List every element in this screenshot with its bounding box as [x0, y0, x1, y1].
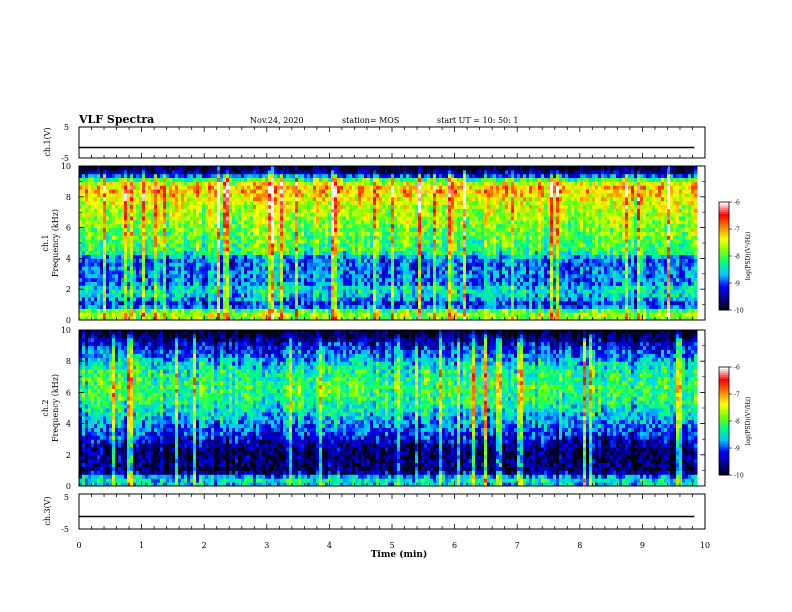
y-tick-label: 4 — [66, 254, 71, 263]
ch2-colorbar-label: log(PSD)(V²/Hz) — [745, 397, 752, 446]
ch1-spectrogram-image — [79, 166, 705, 321]
ch2-spectrogram-image — [79, 330, 705, 487]
y-tick-label: 6 — [66, 388, 71, 397]
colorbar-tick-label: -10 — [734, 473, 744, 480]
y-tick-label: 2 — [66, 451, 71, 460]
y-tick-label: 10 — [61, 326, 71, 335]
ch2-spectrogram-ylabel-freq: Frequency (kHz) — [51, 374, 60, 442]
y-tick-label: 0 — [66, 482, 71, 491]
ch1-spectrogram-ylabel-freq: Frequency (kHz) — [51, 209, 60, 277]
ch2-spectrogram-ylabel-channel: ch.2 — [41, 399, 50, 416]
ch3-waveform-ylabel: ch.3(V) — [43, 496, 52, 525]
ch3-waveform-frame — [78, 493, 706, 530]
x-axis-label: Time (min) — [371, 549, 428, 560]
x-tick-label: 3 — [264, 541, 269, 550]
y-tick-label: 6 — [66, 224, 71, 233]
colorbar-tick-label: -8 — [734, 254, 740, 261]
colorbar-tick-label: -7 — [734, 227, 740, 234]
x-tick-label: 10 — [700, 541, 710, 550]
station-label: station= MOS — [342, 116, 399, 125]
ch1-colorbar-label: log(PSD)(V²/Hz) — [745, 232, 752, 281]
ch1-ytick-bottom: -5 — [61, 154, 69, 163]
ch1-spectrogram-ylabel-channel: ch.1 — [41, 234, 50, 251]
ch1-colorbar: -6 -7 -8 -9 -10 log(PSD)(V²/Hz) — [718, 200, 752, 315]
ch3-ytick-bottom: -5 — [61, 525, 69, 534]
colorbar-tick-label: -7 — [734, 392, 740, 399]
ch1-waveform-ylabel: ch.1(V) — [43, 127, 52, 156]
colorbar-tick-label: -9 — [734, 446, 740, 453]
x-tick-label: 5 — [389, 541, 394, 550]
x-tick-label: 8 — [577, 541, 582, 550]
x-tick-label: 0 — [76, 541, 81, 550]
ch3-waveform-panel: 5 -5 ch.3(V) 0 1 2 3 4 5 6 7 8 9 10 Time (min) — [43, 493, 710, 560]
figure-title: VLF Spectra — [78, 113, 154, 126]
ch3-ytick-top: 5 — [64, 493, 69, 502]
colorbar-tick-label: -8 — [734, 419, 740, 426]
x-tick-label: 9 — [640, 541, 645, 550]
ch2-spectrogram-panel: 0 2 4 6 8 10 ch.2 Frequency (kHz) — [41, 326, 706, 491]
x-tick-label: 7 — [515, 541, 520, 550]
y-tick-label: 2 — [66, 285, 71, 294]
x-tick-label: 1 — [139, 541, 144, 550]
colorbar-tick-label: -6 — [734, 200, 740, 207]
colorbar-tick-label: -6 — [734, 365, 740, 372]
y-tick-label: 8 — [66, 357, 71, 366]
y-tick-label: 0 — [66, 316, 71, 325]
ch1-spectrogram-panel: 0 2 4 6 8 10 ch.1 Frequency (kHz) — [41, 162, 706, 325]
colorbar-tick-label: -10 — [734, 308, 744, 315]
x-tick-label: 6 — [452, 541, 457, 550]
x-tick-label: 4 — [327, 541, 332, 550]
start-time-label: start UT = 10: 50: 1 — [437, 116, 518, 125]
date-label: Nov.24, 2020 — [250, 116, 304, 125]
y-tick-label: 10 — [61, 162, 71, 171]
x-tick-label: 2 — [202, 541, 207, 550]
y-tick-label: 8 — [66, 193, 71, 202]
ch2-colorbar: -6 -7 -8 -9 -10 log(PSD)(V²/Hz) — [718, 365, 752, 480]
ch1-ytick-top: 5 — [64, 123, 69, 132]
y-tick-label: 4 — [66, 420, 71, 429]
colorbar-tick-label: -9 — [734, 281, 740, 288]
ch1-waveform-panel: 5 -5 ch.1(V) — [43, 123, 706, 163]
